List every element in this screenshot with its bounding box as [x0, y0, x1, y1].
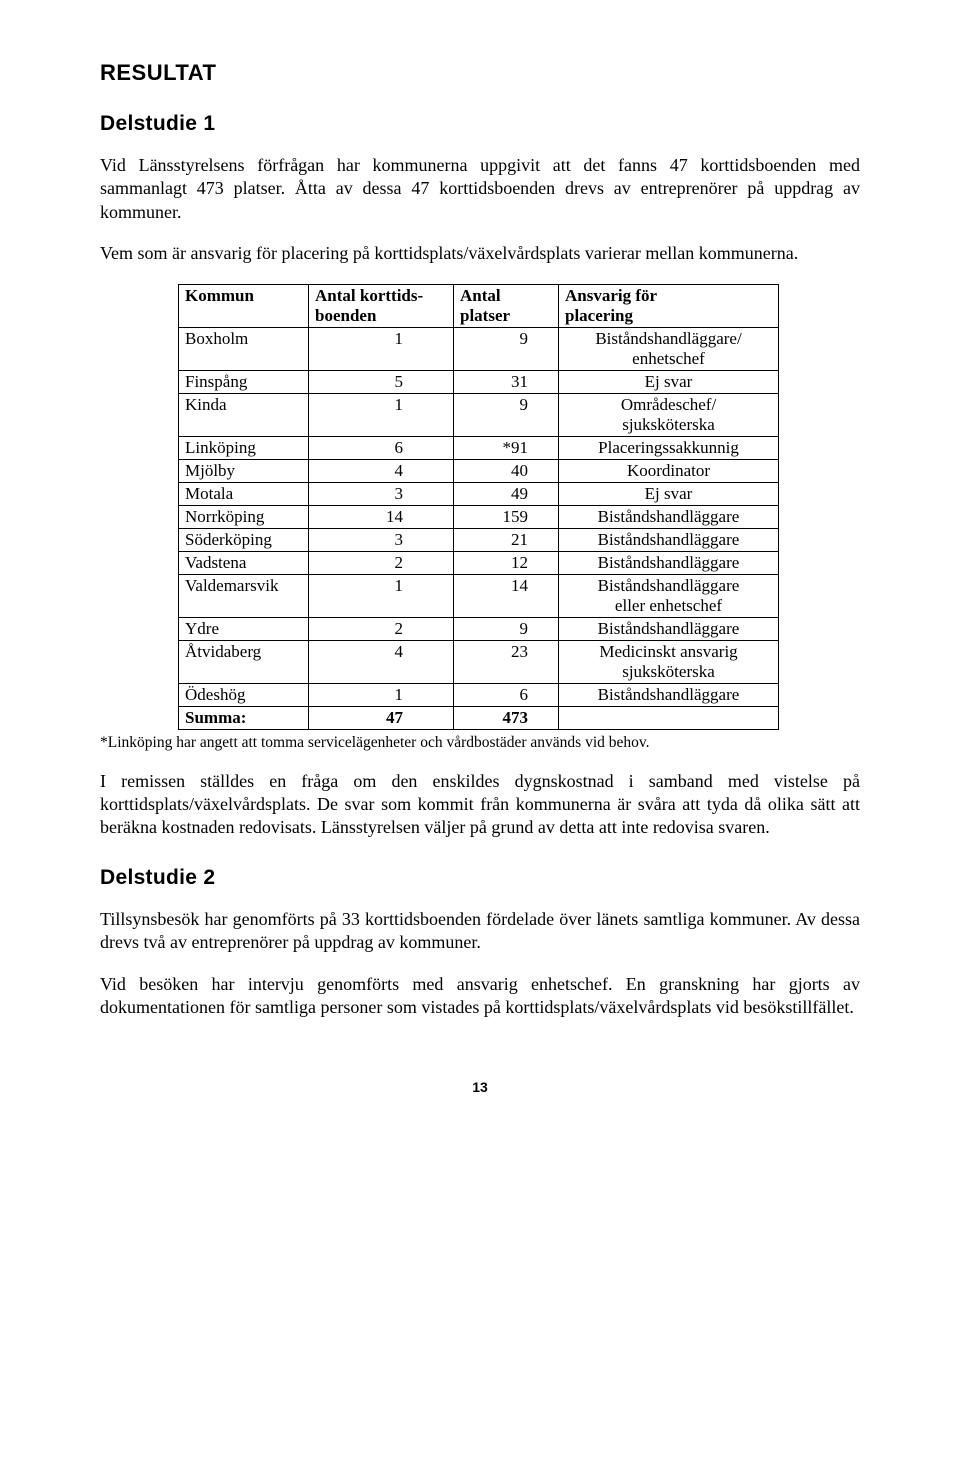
paragraph-2: Vem som är ansvarig för placering på kor…	[100, 242, 860, 265]
paragraph-3: I remissen ställdes en fråga om den ensk…	[100, 770, 860, 840]
cell-platser: 31	[454, 370, 559, 393]
th-ansvarig: Ansvarig för placering	[559, 284, 779, 327]
table-row: Mjölby440Koordinator	[179, 459, 779, 482]
cell-platser: 23	[454, 640, 559, 683]
cell-ansvarig: Koordinator	[559, 459, 779, 482]
cell-sum-ansvarig	[559, 706, 779, 729]
table-row: Ödeshög16Biståndshandläggare	[179, 683, 779, 706]
data-table-wrap: Kommun Antal korttids- boenden Antal pla…	[178, 284, 860, 730]
cell-korttidsboenden: 2	[309, 617, 454, 640]
table-footnote: *Linköping har angett att tomma servicel…	[100, 734, 860, 752]
table-row: Finspång531Ej svar	[179, 370, 779, 393]
cell-kommun: Linköping	[179, 436, 309, 459]
cell-kommun: Motala	[179, 482, 309, 505]
cell-ansvarig: Medicinskt ansvarigsjuksköterska	[559, 640, 779, 683]
table-row: Vadstena212Biståndshandläggare	[179, 551, 779, 574]
cell-ansvarig: Biståndshandläggare	[559, 505, 779, 528]
th-kommun: Kommun	[179, 284, 309, 327]
heading-delstudie-2: Delstudie 2	[100, 866, 860, 890]
cell-platser: *91	[454, 436, 559, 459]
heading-resultat: RESULTAT	[100, 60, 860, 86]
table-row: Boxholm19Biståndshandläggare/enhetschef	[179, 327, 779, 370]
paragraph-5: Vid besöken har intervju genomförts med …	[100, 973, 860, 1020]
cell-sum-pl: 473	[454, 706, 559, 729]
table-row: Söderköping321Biståndshandläggare	[179, 528, 779, 551]
table-sum-row: Summa:47473	[179, 706, 779, 729]
table-row: Åtvidaberg423Medicinskt ansvarigsjuksköt…	[179, 640, 779, 683]
heading-delstudie-1: Delstudie 1	[100, 112, 860, 136]
cell-ansvarig: Biståndshandläggareeller enhetschef	[559, 574, 779, 617]
cell-sum-kb: 47	[309, 706, 454, 729]
cell-platser: 159	[454, 505, 559, 528]
th-platser: Antal platser	[454, 284, 559, 327]
cell-ansvarig: Områdeschef/sjuksköterska	[559, 393, 779, 436]
page-number: 13	[100, 1079, 860, 1095]
table-row: Norrköping14159Biståndshandläggare	[179, 505, 779, 528]
cell-platser: 49	[454, 482, 559, 505]
cell-korttidsboenden: 1	[309, 683, 454, 706]
data-table: Kommun Antal korttids- boenden Antal pla…	[178, 284, 779, 730]
cell-kommun: Mjölby	[179, 459, 309, 482]
cell-ansvarig: Biståndshandläggare	[559, 528, 779, 551]
table-row: Valdemarsvik114Biståndshandläggareeller …	[179, 574, 779, 617]
cell-korttidsboenden: 3	[309, 482, 454, 505]
cell-ansvarig: Biståndshandläggare	[559, 551, 779, 574]
table-row: Kinda19Områdeschef/sjuksköterska	[179, 393, 779, 436]
th-korttidsboenden: Antal korttids- boenden	[309, 284, 454, 327]
table-header-row: Kommun Antal korttids- boenden Antal pla…	[179, 284, 779, 327]
paragraph-4: Tillsynsbesök har genomförts på 33 kortt…	[100, 908, 860, 955]
cell-ansvarig: Biståndshandläggare	[559, 683, 779, 706]
cell-korttidsboenden: 14	[309, 505, 454, 528]
cell-kommun: Vadstena	[179, 551, 309, 574]
cell-korttidsboenden: 2	[309, 551, 454, 574]
cell-korttidsboenden: 3	[309, 528, 454, 551]
cell-platser: 12	[454, 551, 559, 574]
cell-platser: 9	[454, 327, 559, 370]
cell-platser: 9	[454, 617, 559, 640]
cell-platser: 40	[454, 459, 559, 482]
cell-platser: 21	[454, 528, 559, 551]
cell-ansvarig: Ej svar	[559, 482, 779, 505]
cell-kommun: Söderköping	[179, 528, 309, 551]
cell-kommun: Ydre	[179, 617, 309, 640]
cell-platser: 9	[454, 393, 559, 436]
table-row: Ydre29Biståndshandläggare	[179, 617, 779, 640]
cell-korttidsboenden: 5	[309, 370, 454, 393]
cell-kommun: Norrköping	[179, 505, 309, 528]
cell-kommun: Valdemarsvik	[179, 574, 309, 617]
cell-korttidsboenden: 1	[309, 574, 454, 617]
cell-korttidsboenden: 1	[309, 327, 454, 370]
table-row: Linköping6*91Placeringssakkunnig	[179, 436, 779, 459]
cell-ansvarig: Biståndshandläggare	[559, 617, 779, 640]
cell-kommun: Ödeshög	[179, 683, 309, 706]
cell-kommun: Finspång	[179, 370, 309, 393]
cell-ansvarig: Biståndshandläggare/enhetschef	[559, 327, 779, 370]
cell-korttidsboenden: 1	[309, 393, 454, 436]
cell-kommun: Kinda	[179, 393, 309, 436]
cell-kommun: Boxholm	[179, 327, 309, 370]
cell-korttidsboenden: 4	[309, 640, 454, 683]
cell-ansvarig: Ej svar	[559, 370, 779, 393]
paragraph-1: Vid Länsstyrelsens förfrågan har kommune…	[100, 154, 860, 224]
cell-korttidsboenden: 4	[309, 459, 454, 482]
table-row: Motala349Ej svar	[179, 482, 779, 505]
cell-platser: 14	[454, 574, 559, 617]
cell-kommun: Åtvidaberg	[179, 640, 309, 683]
cell-korttidsboenden: 6	[309, 436, 454, 459]
cell-sum-label: Summa:	[179, 706, 309, 729]
cell-ansvarig: Placeringssakkunnig	[559, 436, 779, 459]
cell-platser: 6	[454, 683, 559, 706]
